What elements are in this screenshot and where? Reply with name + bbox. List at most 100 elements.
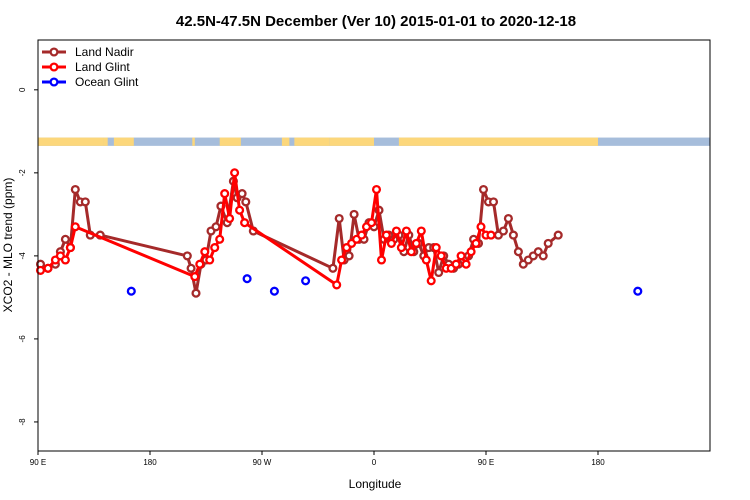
legend-marker bbox=[49, 62, 59, 72]
data-point bbox=[211, 222, 221, 232]
data-point bbox=[371, 184, 382, 195]
y-axis-label: XCO2 - MLO trend (ppm) bbox=[1, 178, 15, 313]
data-point bbox=[476, 222, 486, 232]
y-tick-label: -2 bbox=[18, 169, 27, 177]
data-point bbox=[210, 243, 220, 253]
data-point bbox=[486, 230, 496, 240]
data-point bbox=[60, 255, 70, 265]
x-tick-label: 0 bbox=[372, 458, 377, 467]
data-point bbox=[182, 251, 192, 261]
data-point bbox=[451, 259, 461, 269]
data-point bbox=[633, 286, 643, 296]
y-tick-label: -6 bbox=[18, 335, 27, 343]
legend-label: Land Glint bbox=[75, 60, 130, 74]
data-point bbox=[349, 209, 359, 219]
data-point bbox=[461, 259, 471, 269]
data-point bbox=[396, 243, 406, 253]
legend-item: Land Glint bbox=[42, 60, 130, 74]
chart-title: 42.5N-47.5N December (Ver 10) 2015-01-01… bbox=[176, 13, 576, 30]
land-segment bbox=[329, 137, 374, 146]
land-segment bbox=[398, 137, 449, 146]
land-segment bbox=[113, 137, 134, 146]
land-segment bbox=[219, 137, 241, 146]
data-point bbox=[471, 238, 481, 248]
legend-marker bbox=[49, 77, 59, 87]
y-tick-label: -4 bbox=[18, 252, 27, 260]
data-point bbox=[242, 274, 252, 284]
land-segment bbox=[281, 137, 290, 146]
x-tick-label: 90 E bbox=[478, 458, 494, 467]
data-point bbox=[381, 230, 391, 240]
data-point bbox=[344, 251, 354, 261]
data-point bbox=[401, 226, 411, 236]
legend-label: Ocean Glint bbox=[75, 75, 139, 89]
data-point bbox=[301, 276, 311, 286]
data-point bbox=[230, 168, 240, 178]
data-point bbox=[411, 238, 421, 248]
legend-label: Land Nadir bbox=[75, 45, 134, 59]
y-tick-label: -8 bbox=[18, 418, 27, 426]
y-tick-label: 0 bbox=[18, 87, 27, 92]
data-point bbox=[366, 218, 377, 228]
data-point bbox=[126, 286, 136, 296]
data-point bbox=[191, 288, 201, 298]
data-point bbox=[332, 280, 342, 290]
series-line bbox=[39, 179, 560, 295]
data-point bbox=[43, 263, 53, 273]
data-point bbox=[421, 255, 431, 265]
data-point bbox=[70, 222, 80, 232]
data-point bbox=[543, 238, 553, 248]
data-point bbox=[186, 263, 196, 273]
data-point bbox=[328, 263, 338, 273]
data-point bbox=[215, 234, 225, 244]
data-point bbox=[478, 184, 489, 195]
data-point bbox=[426, 276, 436, 286]
data-point bbox=[436, 251, 446, 261]
data-point bbox=[220, 189, 230, 199]
data-point bbox=[488, 197, 499, 207]
x-tick-label: 90 E bbox=[30, 458, 46, 467]
land-segment bbox=[38, 137, 104, 146]
data-point bbox=[190, 272, 200, 282]
data-point bbox=[498, 226, 508, 236]
legend-item: Land Nadir bbox=[42, 45, 134, 59]
data-point bbox=[513, 247, 523, 257]
land-segment bbox=[436, 137, 598, 146]
data-point bbox=[503, 213, 513, 224]
series-ocean-glint bbox=[126, 274, 643, 296]
data-point bbox=[431, 243, 441, 253]
data-point bbox=[269, 286, 279, 296]
land-segment bbox=[103, 137, 108, 146]
data-point bbox=[195, 259, 205, 269]
series-land-glint bbox=[35, 168, 496, 290]
x-axis-label: Longitude bbox=[349, 477, 402, 491]
x-tick-label: 90 W bbox=[253, 458, 272, 467]
data-point bbox=[406, 247, 416, 257]
data-point bbox=[334, 213, 344, 224]
x-tick-label: 180 bbox=[143, 458, 157, 467]
x-tick-label: 180 bbox=[591, 458, 605, 467]
legend-item: Ocean Glint bbox=[42, 75, 139, 89]
legend-marker bbox=[49, 47, 59, 57]
data-point bbox=[80, 197, 90, 207]
data-point bbox=[70, 184, 80, 195]
data-point bbox=[357, 230, 367, 240]
data-point bbox=[386, 238, 396, 248]
data-point bbox=[466, 247, 476, 257]
land-segment bbox=[294, 137, 330, 146]
data-point bbox=[337, 255, 347, 265]
data-point bbox=[200, 247, 210, 257]
land-segment bbox=[192, 137, 195, 146]
data-point bbox=[456, 251, 466, 261]
data-point bbox=[508, 230, 518, 240]
data-point bbox=[60, 234, 70, 244]
data-point bbox=[553, 230, 563, 240]
data-point bbox=[241, 197, 251, 207]
data-point bbox=[376, 255, 387, 265]
data-point bbox=[538, 251, 548, 261]
data-point bbox=[205, 255, 215, 265]
data-point bbox=[35, 265, 46, 275]
data-point bbox=[65, 243, 75, 253]
